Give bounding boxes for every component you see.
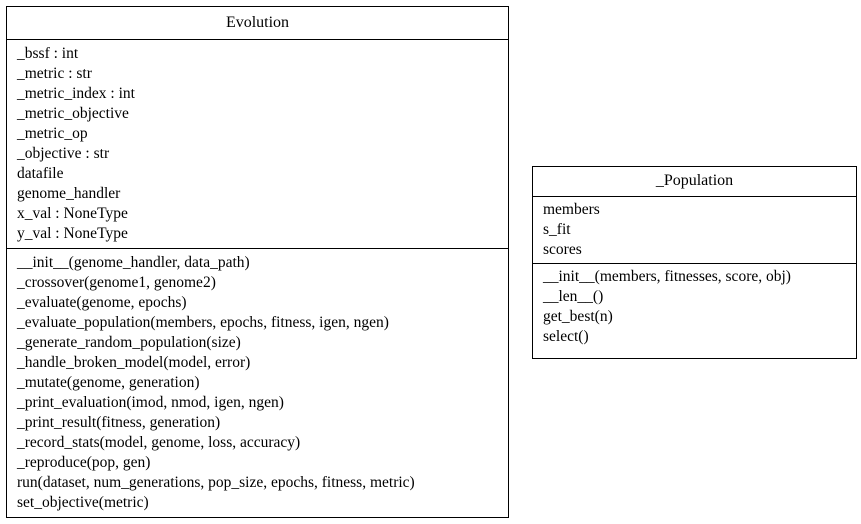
method: run(dataset, num_generations, pop_size, … [17, 474, 415, 491]
method: _print_result(fitness, generation) [17, 414, 221, 431]
method: _mutate(genome, generation) [17, 374, 200, 391]
method: _record_stats(model, genome, loss, accur… [17, 434, 301, 451]
method: __init__(members, fitnesses, score, obj) [543, 268, 791, 285]
method: _crossover(genome1, genome2) [17, 274, 216, 291]
attribute: _metric_op [17, 125, 88, 142]
class-name: _Population [533, 167, 856, 197]
methods-section: __init__(members, fitnesses, score, obj)… [533, 263, 856, 350]
method: _generate_random_population(size) [17, 334, 241, 351]
method: _reproduce(pop, gen) [17, 454, 151, 471]
attribute: datafile [17, 165, 64, 182]
method: select() [543, 328, 589, 345]
method: _evaluate_population(members, epochs, fi… [17, 314, 389, 331]
class-box-evolution: Evolution _bssf : int _metric : str _met… [6, 6, 509, 518]
attribute: x_val : NoneType [17, 205, 128, 222]
attribute: _metric_objective [17, 105, 129, 122]
class-name: Evolution [7, 7, 508, 40]
method: __len__() [543, 288, 604, 305]
attribute: y_val : NoneType [17, 225, 128, 242]
method: _print_evaluation(imod, nmod, igen, ngen… [17, 394, 284, 411]
attribute: members [543, 201, 600, 218]
attribute: s_fit [543, 221, 571, 238]
method: _handle_broken_model(model, error) [17, 354, 251, 371]
method: set_objective(metric) [17, 494, 149, 511]
attributes-section: _bssf : int _metric : str _metric_index … [7, 40, 508, 248]
attribute: genome_handler [17, 185, 121, 202]
methods-section: __init__(genome_handler, data_path) _cro… [7, 248, 508, 517]
method: _evaluate(genome, epochs) [17, 294, 187, 311]
attributes-section: members s_fit scores [533, 197, 856, 263]
method: __init__(genome_handler, data_path) [17, 254, 250, 271]
attribute: _metric : str [17, 65, 92, 82]
class-box-population: _Population members s_fit scores __init_… [532, 166, 857, 359]
attribute: _objective : str [17, 145, 110, 162]
attribute: _bssf : int [17, 45, 79, 62]
attribute: _metric_index : int [17, 85, 135, 102]
method: get_best(n) [543, 308, 613, 325]
attribute: scores [543, 241, 582, 258]
